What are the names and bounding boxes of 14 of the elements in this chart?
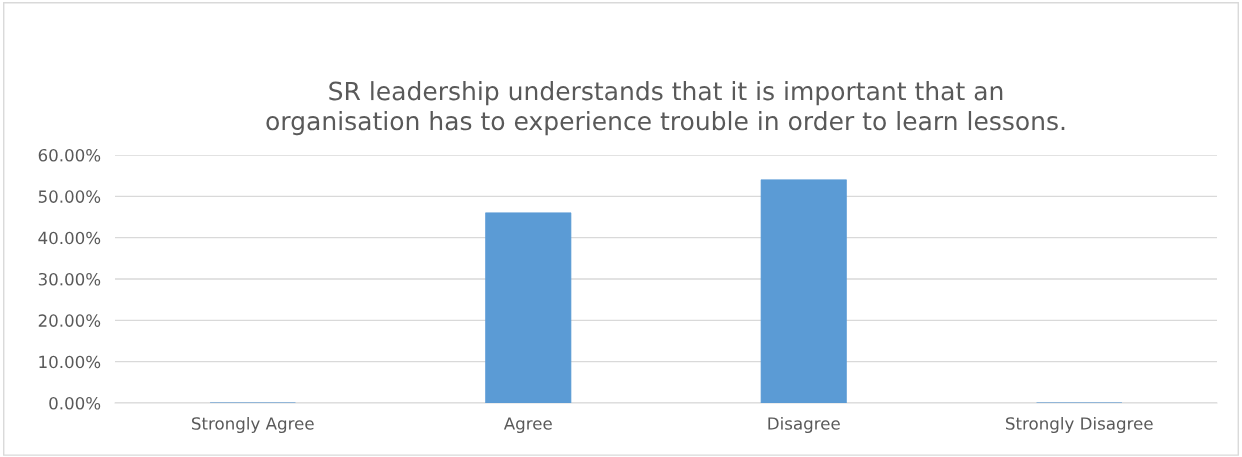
x-tick-label: Disagree (768, 416, 840, 434)
y-tick-label: 10.00% (39, 355, 101, 369)
y-tick-label: 50.00% (38, 190, 101, 203)
x-tick-label: Strongly Disagree (1006, 416, 1153, 434)
y-tick-label: 30.00% (38, 272, 101, 286)
y-tick-label: 60.00% (38, 148, 101, 162)
bar (760, 179, 847, 403)
y-tick-label: 20.00% (38, 314, 101, 327)
chart-title: SR leadership understands that it is important that an organisation has to experience trouble in order to learn lessons. (266, 81, 1065, 136)
y-tick-label: 0.00% (49, 396, 101, 410)
x-tick-label: Strongly Agree (192, 416, 314, 434)
y-tick-label: 40.00% (38, 231, 101, 245)
x-tick-label: Agree (503, 417, 552, 434)
bar (485, 212, 572, 403)
